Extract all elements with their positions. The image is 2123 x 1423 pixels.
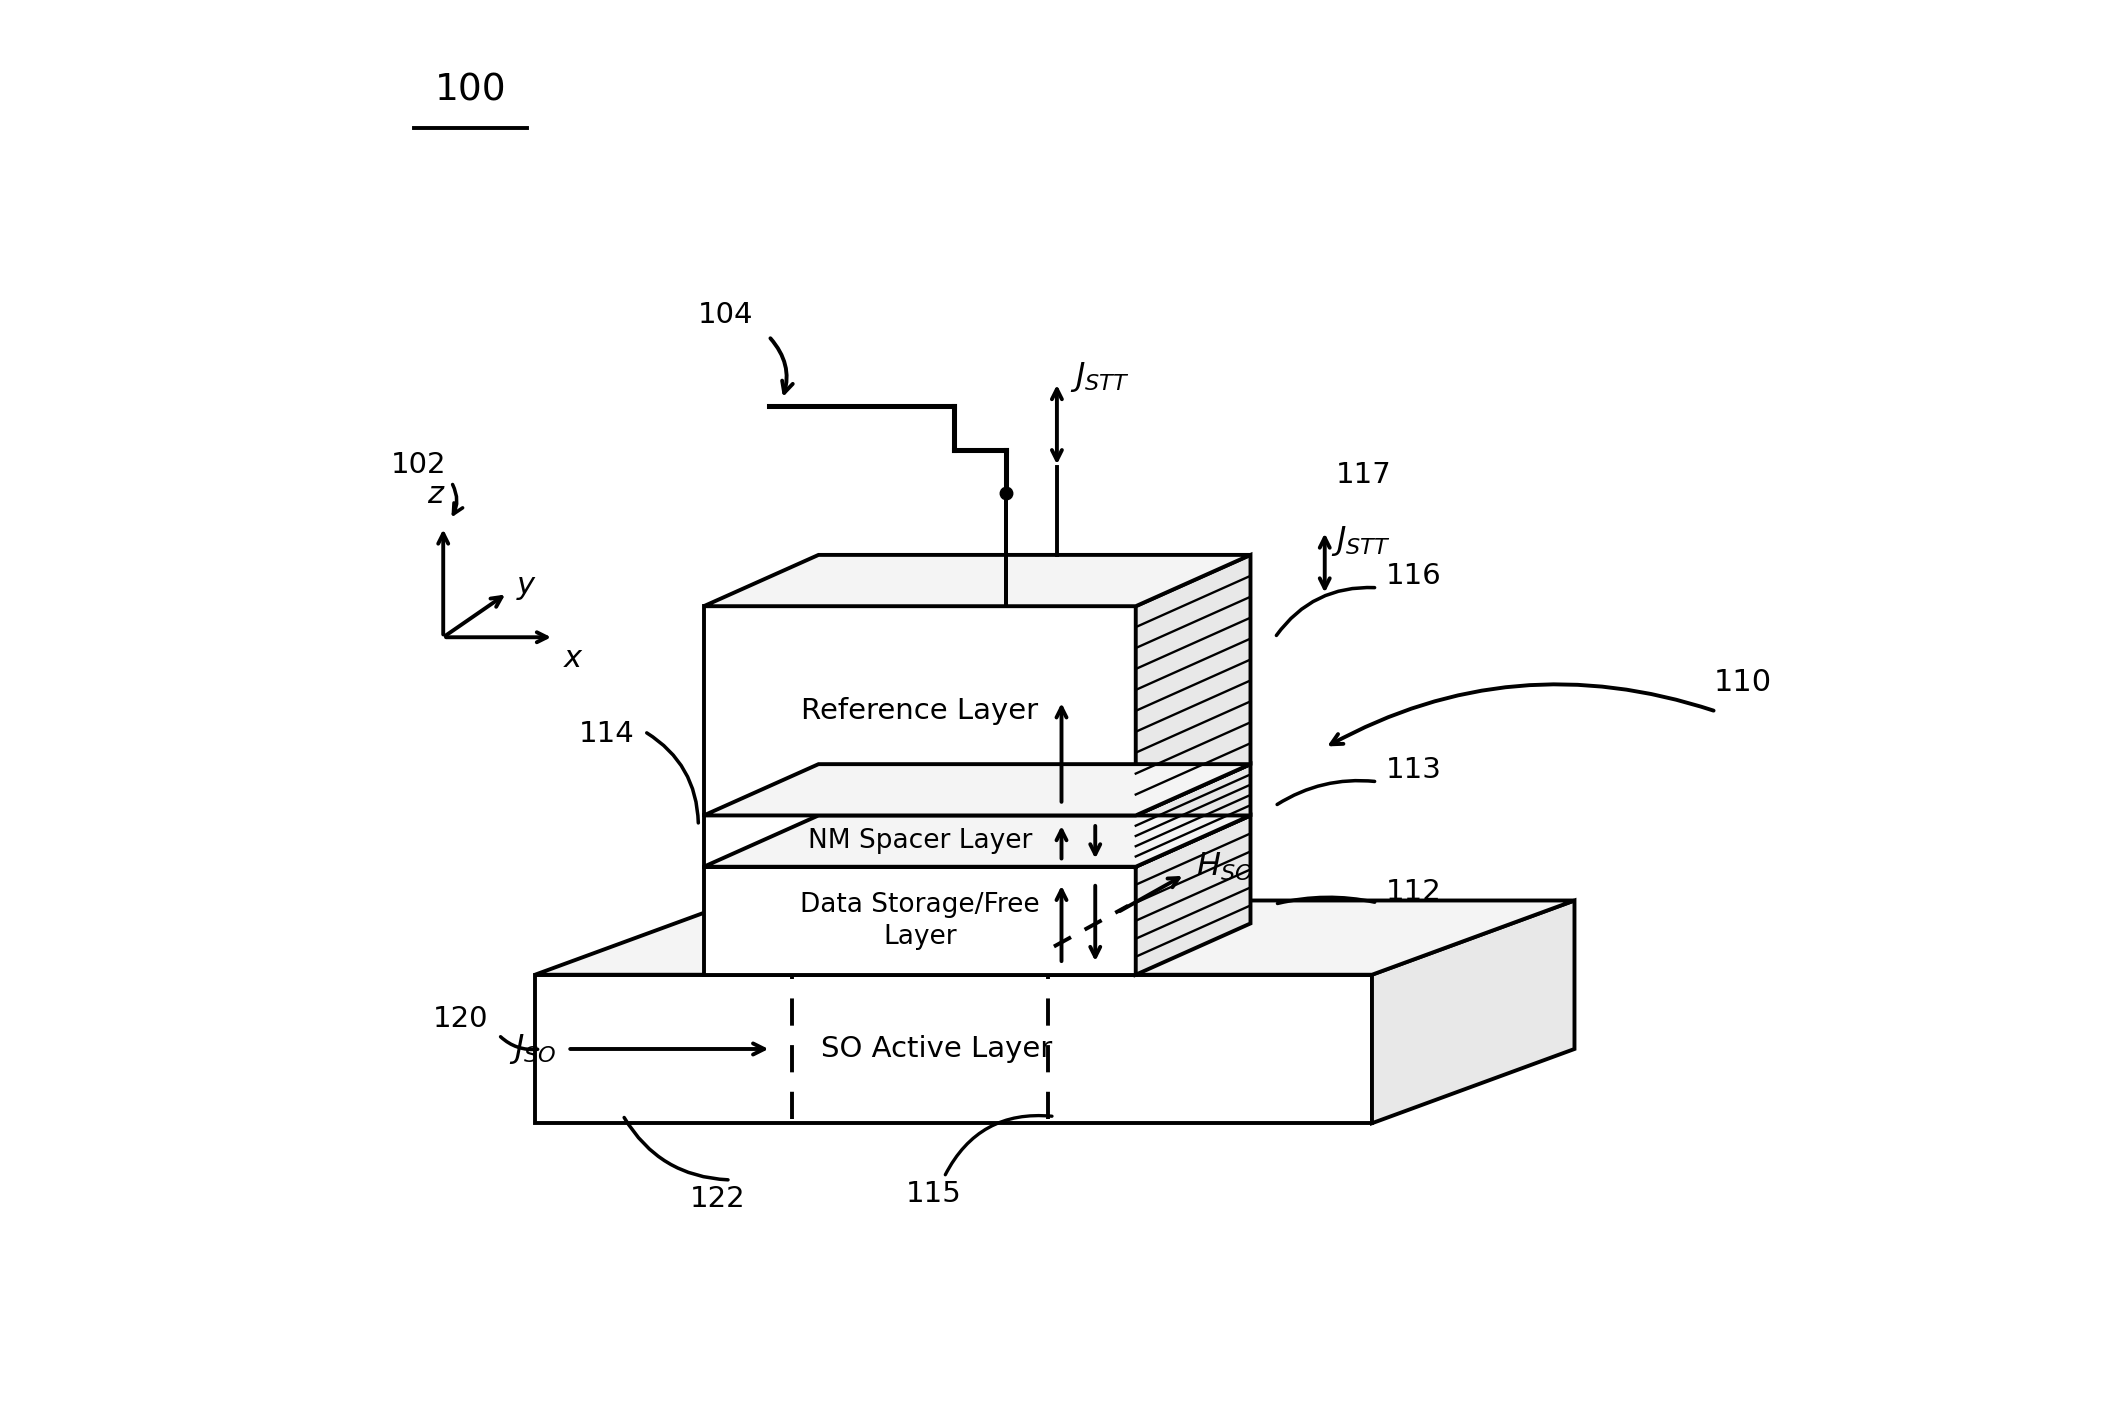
- Text: y: y: [516, 571, 535, 599]
- Text: 114: 114: [580, 720, 635, 748]
- Text: $J_{SO}$: $J_{SO}$: [510, 1032, 556, 1066]
- Text: 110: 110: [1713, 669, 1773, 697]
- Text: 102: 102: [391, 451, 446, 478]
- Polygon shape: [1136, 555, 1250, 815]
- Text: 122: 122: [690, 1185, 745, 1212]
- Text: 120: 120: [433, 1005, 488, 1033]
- FancyArrowPatch shape: [1276, 588, 1374, 636]
- Text: 113: 113: [1386, 756, 1442, 784]
- Polygon shape: [703, 867, 1136, 975]
- Text: 115: 115: [904, 1180, 962, 1208]
- Polygon shape: [1136, 764, 1250, 867]
- FancyArrowPatch shape: [771, 339, 792, 393]
- Text: Data Storage/Free
Layer: Data Storage/Free Layer: [800, 892, 1040, 949]
- FancyArrowPatch shape: [1331, 684, 1713, 744]
- Text: SO Active Layer: SO Active Layer: [822, 1035, 1053, 1063]
- Text: 100: 100: [435, 73, 505, 108]
- Text: 117: 117: [1335, 461, 1391, 490]
- Polygon shape: [535, 901, 1575, 975]
- Text: x: x: [563, 645, 582, 673]
- FancyArrowPatch shape: [624, 1117, 728, 1180]
- Text: 104: 104: [698, 300, 754, 329]
- FancyArrowPatch shape: [452, 484, 463, 514]
- Text: NM Spacer Layer: NM Spacer Layer: [807, 828, 1032, 854]
- FancyArrowPatch shape: [1278, 898, 1376, 904]
- Text: z: z: [427, 480, 444, 509]
- Polygon shape: [703, 606, 1136, 815]
- Text: $H_{SO}$: $H_{SO}$: [1195, 851, 1253, 884]
- Text: 112: 112: [1386, 878, 1442, 906]
- FancyArrowPatch shape: [501, 1037, 537, 1050]
- FancyArrowPatch shape: [945, 1116, 1053, 1175]
- Text: 116: 116: [1386, 562, 1442, 589]
- Polygon shape: [535, 975, 1371, 1123]
- FancyArrowPatch shape: [1278, 781, 1374, 804]
- Text: $J_{STT}$: $J_{STT}$: [1331, 525, 1391, 558]
- Polygon shape: [1371, 901, 1575, 1123]
- Polygon shape: [1136, 815, 1250, 975]
- Polygon shape: [703, 815, 1250, 867]
- Polygon shape: [703, 555, 1250, 606]
- Text: $J_{STT}$: $J_{STT}$: [1070, 360, 1129, 394]
- Text: Reference Layer: Reference Layer: [800, 697, 1038, 724]
- Polygon shape: [703, 815, 1136, 867]
- Polygon shape: [703, 764, 1250, 815]
- FancyArrowPatch shape: [648, 733, 698, 822]
